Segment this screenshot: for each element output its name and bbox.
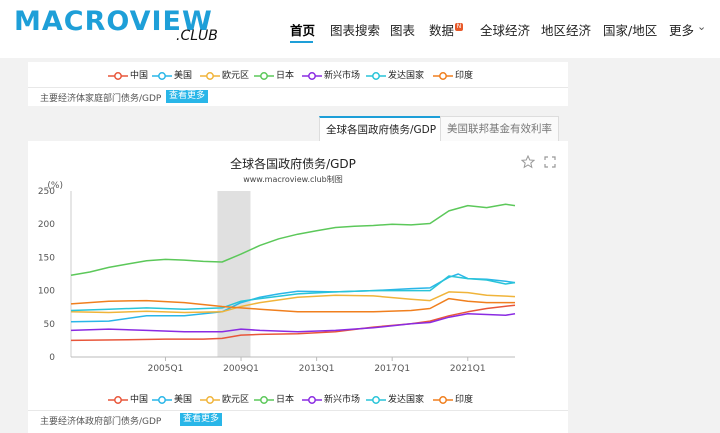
legend-line-marker-icon [108, 396, 128, 404]
legend-label: 日本 [276, 71, 295, 81]
legend-line-marker-icon [366, 72, 386, 80]
view-more-button[interactable]: 查看更多 [166, 90, 209, 103]
series-line [70, 203, 516, 277]
top-nav-bar: MACROVIEW .CLUB 首页 图表搜索 图表 数据 N 全球经济 地区经… [0, 0, 720, 58]
legend-label: 美国 [174, 395, 193, 405]
nav-active-indicator [290, 41, 313, 43]
new-badge: N [455, 23, 463, 31]
nav-charts[interactable]: 图表 [390, 23, 416, 38]
chevron-down-icon[interactable]: ⌄ [697, 20, 707, 33]
chart-legend-bottom: 中国 美国 欧元区 日本 新兴市场 发达国家 印度 [28, 390, 568, 410]
chart-legend-top: 中国 美国 欧元区 日本 新兴市场 发达国家 印度 [28, 66, 568, 86]
x-tick-label: 2009Q1 [223, 364, 259, 374]
legend-label: 新兴市场 [324, 71, 361, 81]
tab-fed-funds-rate[interactable]: 美国联邦基金有效利率 [440, 116, 559, 142]
top-chart-card: 中国 美国 欧元区 日本 新兴市场 发达国家 印度 主要经济体家庭部门债务/GDP 查看更多 [28, 62, 568, 106]
legend-label: 印度 [455, 71, 474, 81]
site-logo[interactable]: MACROVIEW [14, 6, 213, 37]
nav-country-region[interactable]: 国家/地区 [603, 23, 658, 38]
series-line [70, 304, 516, 342]
legend-line-marker-icon [200, 72, 220, 80]
star-icon[interactable] [521, 155, 535, 169]
x-tick-label: 2021Q1 [450, 364, 486, 374]
legend-line-marker-icon [433, 396, 453, 404]
series-line [70, 275, 516, 312]
legend-line-marker-icon [152, 72, 172, 80]
y-tick-label: 100 [38, 287, 55, 297]
fullscreen-icon[interactable] [544, 156, 556, 168]
legend-line-marker-icon [302, 72, 322, 80]
nav-data[interactable]: 数据 [429, 23, 455, 38]
nav-home[interactable]: 首页 [290, 23, 316, 38]
legend-line-marker-icon [433, 72, 453, 80]
legend-line-marker-icon [108, 72, 128, 80]
legend-line-marker-icon [152, 396, 172, 404]
legend-label: 美国 [174, 71, 193, 81]
legend-line-marker-icon [254, 396, 274, 404]
legend-line-marker-icon [302, 396, 322, 404]
y-tick-label: 50 [44, 320, 56, 330]
legend-label: 日本 [276, 395, 295, 405]
series-line [70, 313, 516, 333]
series-line [70, 297, 515, 313]
y-tick-label: 0 [49, 353, 55, 363]
y-tick-label: 200 [38, 220, 55, 230]
main-chart-card: 全球各国政府债务/GDP www.macroview.club制图 0 50 100… [28, 141, 568, 433]
tab-government-debt[interactable]: 全球各国政府债务/GDP [319, 116, 444, 143]
line-chart: 0 50 100 150 200 250(%) 2005Q1 2009Q1 2013Q1 2017… [38, 181, 516, 374]
legend-label: 欧元区 [222, 395, 250, 405]
nav-global-economy[interactable]: 全球经济 [480, 23, 531, 38]
x-tick-label: 2017Q1 [374, 364, 410, 374]
chart-caption-household-debt[interactable]: 主要经济体家庭部门债务/GDP [40, 94, 162, 104]
legend-line-marker-icon [366, 396, 386, 404]
chart-watermark: www.macroview.club制图 [243, 175, 343, 184]
caption-bar-top: 主要经济体家庭部门债务/GDP 查看更多 [28, 87, 568, 106]
legend-label: 发达国家 [388, 71, 425, 81]
legend-label: 新兴市场 [324, 395, 361, 405]
y-axis-label: (%) [47, 181, 63, 191]
legend-label: 中国 [130, 71, 149, 81]
nav-more[interactable]: 更多 [669, 23, 695, 38]
chart-caption-government-debt[interactable]: 主要经济体政府部门债务/GDP [40, 417, 162, 427]
caption-bar-bottom: 主要经济体政府部门债务/GDP 查看更多 [28, 410, 568, 429]
series-line [70, 291, 516, 314]
legend-line-marker-icon [200, 396, 220, 404]
chart-title: 全球各国政府债务/GDP [230, 157, 356, 171]
x-tick-label: 2005Q1 [148, 364, 184, 374]
view-more-button-bottom[interactable]: 查看更多 [180, 413, 223, 426]
nav-chart-search[interactable]: 图表搜索 [330, 23, 381, 38]
legend-label: 中国 [130, 395, 149, 405]
legend-label: 印度 [455, 395, 474, 405]
site-logo-suffix: .CLUB [176, 28, 218, 44]
legend-line-marker-icon [254, 72, 274, 80]
nav-regional-economy[interactable]: 地区经济 [541, 23, 592, 38]
legend-label: 欧元区 [222, 71, 250, 81]
legend-label: 发达国家 [388, 395, 425, 405]
y-tick-label: 150 [38, 253, 55, 263]
y-tick-label: 250 [38, 187, 55, 197]
x-tick-label: 2013Q1 [299, 364, 335, 374]
